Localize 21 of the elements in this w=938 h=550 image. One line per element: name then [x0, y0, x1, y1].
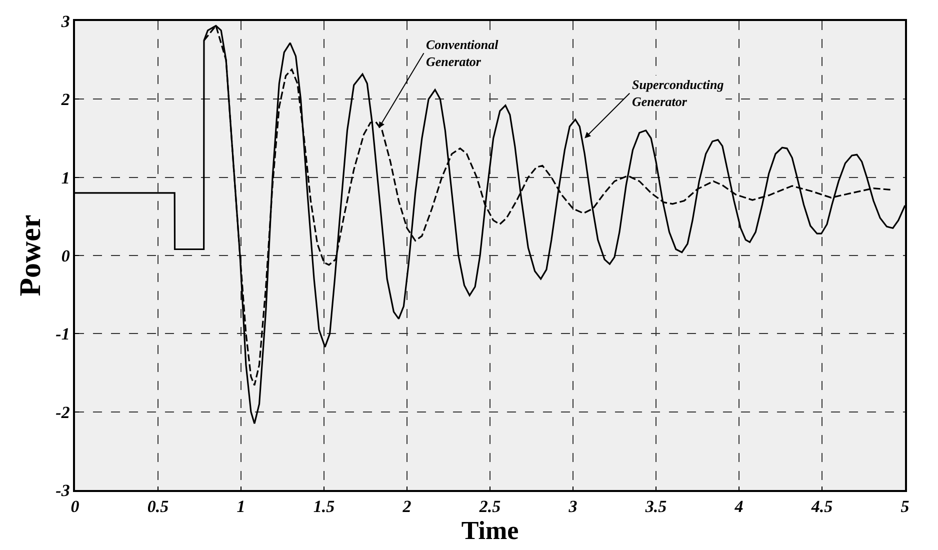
y-tick-label: -2 [56, 402, 70, 422]
x-tick-label: 3.5 [644, 497, 668, 516]
x-tick-label: 5 [900, 497, 910, 516]
y-tick-label: -1 [56, 324, 70, 344]
x-tick-label: 2.5 [478, 497, 502, 516]
x-tick-label: 1 [236, 497, 246, 516]
y-tick-label: -3 [56, 480, 70, 500]
y-axis-title: Power [14, 214, 48, 296]
annotation: Superconducting Generator [632, 77, 724, 109]
x-tick-label: 4.5 [810, 497, 834, 516]
x-tick-label: 2 [402, 497, 412, 516]
annotation: Conventional Generator [426, 37, 499, 69]
x-tick-label: 4 [734, 497, 744, 516]
y-tick-label: 0 [61, 246, 70, 266]
x-tick-label: 1.5 [313, 497, 336, 516]
x-tick-label: 0.5 [147, 497, 170, 516]
x-axis-title: Time [461, 516, 519, 546]
y-tick-label: 1 [61, 168, 70, 188]
x-tick-label: 3 [568, 497, 578, 516]
y-tick-label: 2 [60, 90, 70, 110]
y-tick-label: 3 [60, 12, 70, 31]
